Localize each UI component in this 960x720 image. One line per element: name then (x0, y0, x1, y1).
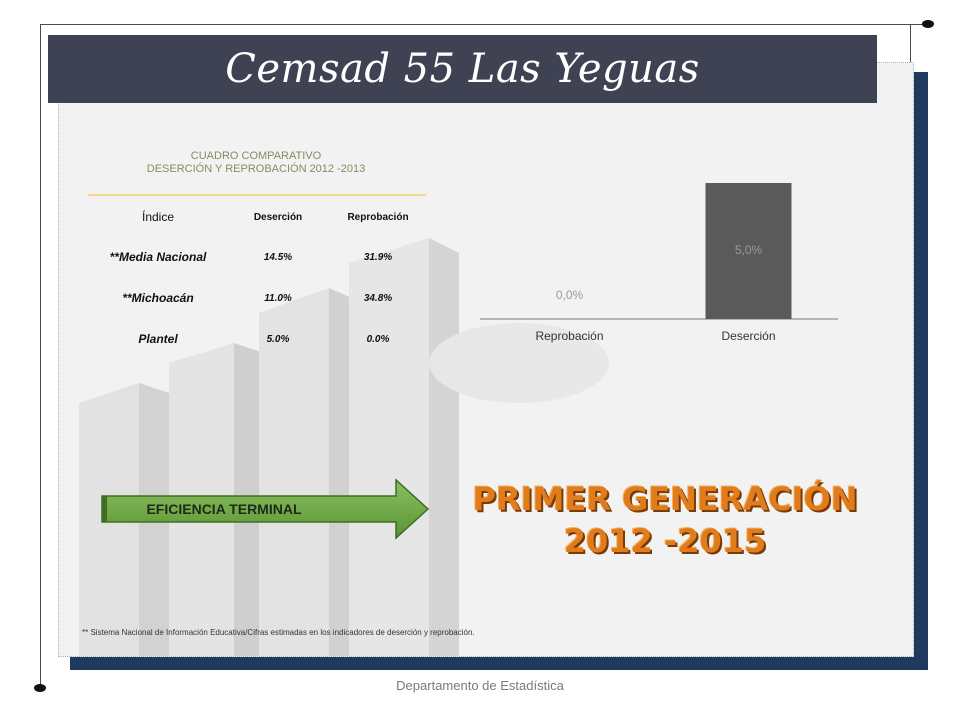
table-row: Plantel 5.0% 0.0% (88, 324, 428, 354)
chart-data-label: 0,0% (556, 288, 584, 302)
chart-category-label: Deserción (721, 329, 775, 343)
table-row: **Media Nacional 14.5% 31.9% (88, 242, 428, 272)
table-heading-line2: DESERCIÓN Y REPROBACIÓN 2012 -2013 (146, 163, 366, 175)
page-title: Cemsad 55 Las Yeguas (225, 46, 700, 92)
table-cell: 0.0% (366, 333, 390, 345)
frame-dot-top-right (922, 20, 934, 28)
chart-bar (705, 183, 792, 319)
table-heading-rule (88, 194, 426, 196)
generation-heading: PRIMER GENERACIÓN 2012 -2015 (470, 478, 860, 562)
title-banner: Cemsad 55 Las Yeguas (48, 35, 877, 103)
generation-heading-line2: 2012 -2015 (563, 522, 767, 560)
chart-data-label: 5,0% (735, 243, 763, 257)
table-cell: **Michoacán (122, 291, 194, 305)
table-header-cell: Deserción (253, 211, 303, 223)
table-cell: Plantel (138, 332, 178, 346)
table-cell: **Media Nacional (109, 250, 207, 264)
table-cell: 11.0% (264, 292, 292, 304)
table-row: **Michoacán 11.0% 34.8% (88, 283, 428, 313)
frame-left-line (40, 24, 41, 688)
table-heading: CUADRO COMPARATIVO DESERCIÓN Y REPROBACI… (86, 150, 426, 176)
table-heading-line1: CUADRO COMPARATIVO (190, 150, 322, 162)
footer-department: Departamento de Estadística (396, 678, 564, 693)
chart-category-label: Reprobación (535, 329, 603, 343)
frame-dot-bottom-left (34, 684, 46, 692)
arrow-shape (101, 478, 430, 540)
table-header-cell: Reprobación (347, 211, 409, 223)
arrow-label: EFICIENCIA TERMINAL (146, 501, 302, 517)
generation-heading-line1: PRIMER GENERACIÓN (472, 480, 858, 518)
table-header-cell: Índice (141, 210, 175, 224)
bar-chart-svg: 0,0% Reprobación 5,0% Deserción (480, 183, 838, 343)
table-cell: 14.5% (263, 251, 293, 263)
table-header-row: Índice Deserción Reprobación (88, 202, 428, 232)
table-cell: 31.9% (363, 251, 393, 263)
eficiencia-terminal-arrow: EFICIENCIA TERMINAL (98, 478, 430, 540)
table-cell: 5.0% (266, 333, 290, 345)
bar-chart: 0,0% Reprobación 5,0% Deserción (480, 160, 840, 360)
footnote: ** Sistema Nacional de Información Educa… (82, 628, 475, 637)
frame-right-line (910, 24, 911, 64)
frame-top-line (40, 24, 928, 25)
table-cell: 34.8% (363, 292, 393, 304)
